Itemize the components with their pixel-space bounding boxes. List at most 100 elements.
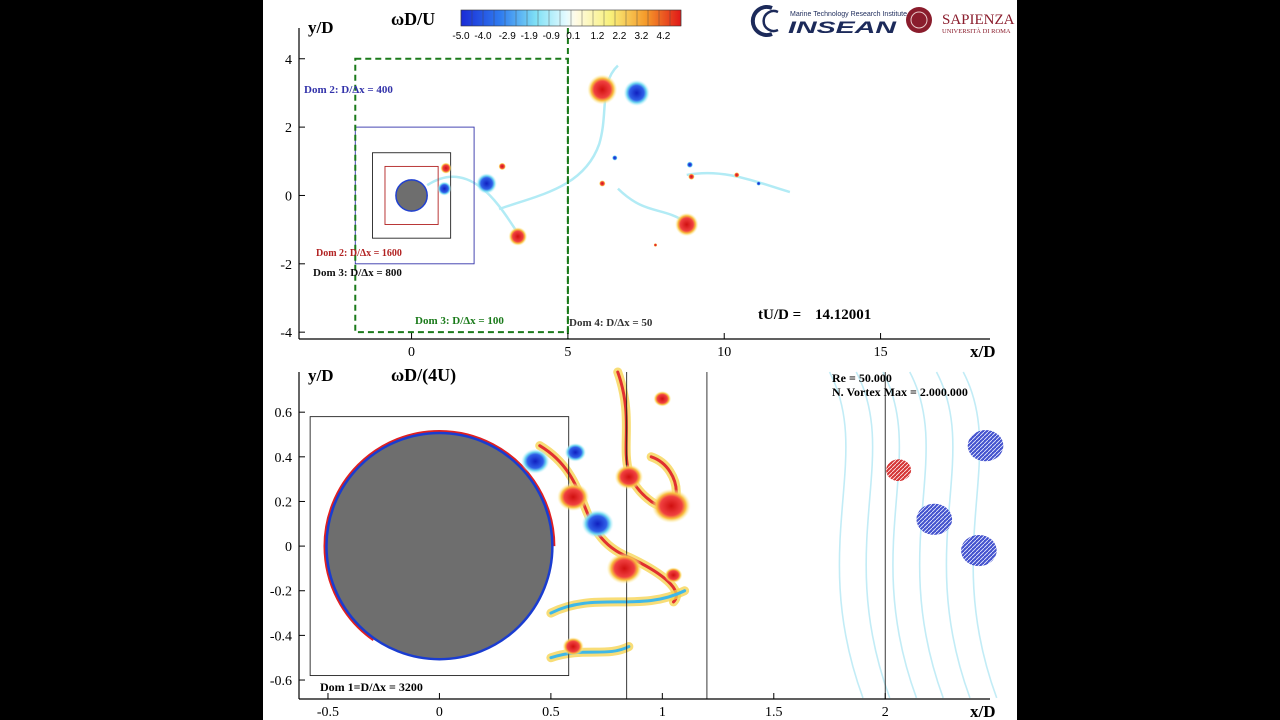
vortex-5	[587, 74, 618, 105]
vortex-3	[581, 509, 614, 538]
colorbar-ticks: -5.0 -4.0 -2.9 -1.9 -0.9 0.1 1.2 2.2 3.2 4.2	[452, 10, 682, 42]
dom3-100-label: Dom 3: D/Δx = 100	[415, 315, 504, 327]
domain-box-3	[354, 57, 569, 334]
y-tick-label: -0.4	[270, 629, 292, 644]
dom4-50-label: Dom 4: D/Δx = 50	[569, 317, 653, 329]
y-tick-label: 0.2	[275, 495, 293, 510]
vortex-1	[564, 442, 587, 462]
colorbar: -5.0 -4.0 -2.9 -1.9 -0.9 0.1 1.2 2.2 3.2 4.2	[452, 9, 682, 42]
vortex-9	[562, 637, 584, 656]
vortex-1	[437, 181, 452, 196]
vortex-2	[557, 482, 590, 512]
bottom-x-axis-label: x/D	[970, 702, 996, 720]
vortex-9	[674, 212, 699, 237]
insean-subtitle: Marine Technology Research Institute	[790, 11, 907, 18]
vortex-2	[476, 173, 497, 194]
x-tick-label: 0.5	[542, 705, 560, 720]
vortex-11	[916, 503, 953, 535]
far-field-streak	[855, 371, 891, 699]
top-panel: 0 5 10 15 4 2 0 -2 -4 -5.0 -4.0 -2.9 -1.9 -0.9 0.1 1.2…	[263, 0, 1017, 361]
sapienza-wordmark: SAPIENZA	[942, 12, 1015, 28]
time-label: tU/D =	[758, 307, 801, 323]
colorbar-tick-label: 3.2	[634, 31, 648, 42]
colorbar-tick-label: -1.9	[521, 31, 539, 42]
far-field-streak	[962, 371, 998, 699]
domain1-box	[309, 416, 570, 677]
far-field-streak	[828, 371, 864, 699]
vortex-0	[440, 162, 452, 174]
x-tick-label: 1.5	[765, 705, 783, 720]
cylinder-body	[325, 431, 554, 661]
colorbar-tick-label: -4.0	[474, 31, 492, 42]
insean-wordmark: INSEAN	[788, 18, 897, 37]
insean-logo-inner-arc	[762, 9, 779, 33]
vortex-7	[599, 180, 606, 187]
vortex-12	[961, 534, 997, 567]
domain-box-2	[372, 152, 452, 239]
colorbar-tick-label: -2.9	[499, 31, 517, 42]
x-tick-label: 1	[659, 705, 666, 720]
top-axes: 0 5 10 15 4 2 0 -2 -4	[280, 28, 990, 360]
insean-logo-arc	[750, 5, 773, 37]
insean-logo: Marine Technology Research Institute INS…	[750, 5, 907, 37]
colorbar-tick-label: -0.9	[543, 31, 561, 42]
top-panel-background	[263, 0, 1017, 360]
y-tick-label: -2	[280, 258, 292, 273]
y-tick-label: 0	[285, 540, 292, 555]
y-tick-label: 2	[285, 121, 292, 136]
dom3-800-label: Dom 3: D/Δx = 800	[313, 267, 402, 279]
vortex-14	[653, 243, 658, 247]
vortex-0	[521, 448, 550, 474]
bottom-plot-area	[309, 367, 1004, 699]
vortex-13	[756, 181, 761, 186]
vortex-10	[686, 161, 694, 168]
top-plot-area	[354, 57, 791, 334]
y-tick-label: 0	[285, 189, 292, 204]
x-tick-label: 0	[408, 345, 415, 360]
colorbar-tick-label: 4.2	[656, 31, 670, 42]
vortex-11	[688, 173, 695, 180]
sapienza-seal-ring	[910, 11, 928, 29]
x-tick-label: 2	[882, 705, 889, 720]
cylinder-boundary-red	[323, 429, 556, 663]
x-tick-label: 15	[874, 345, 888, 360]
vortex-8	[664, 567, 683, 583]
y-tick-label: -4	[280, 326, 292, 341]
vortex-4	[614, 464, 644, 490]
colorbar-tick-label: 1.2	[590, 31, 604, 42]
vortex-10	[886, 459, 912, 482]
top-chart-title: ωD/U	[391, 9, 435, 29]
wake-streak-core	[538, 444, 678, 604]
y-tick-label: -0.2	[270, 585, 292, 600]
bottom-chart-title: ωD/(4U)	[391, 365, 456, 386]
far-field-streak	[935, 371, 971, 699]
x-tick-label: 10	[717, 345, 731, 360]
x-tick-label: 0	[436, 705, 443, 720]
y-tick-label: 0.4	[275, 451, 293, 466]
reynolds-label: Re = 50.000	[832, 371, 892, 385]
dom2-400-label: Dom 2: D/Δx = 400	[304, 84, 393, 96]
domain-box-1	[384, 165, 439, 225]
bottom-axes: -0.5 0 0.5 1 1.5 2 0.6 0.4 0.2 0 -0.2 -0.4 -0.6	[270, 372, 990, 720]
bottom-panel: -0.5 0 0.5 1 1.5 2 0.6 0.4 0.2 0 -0.2 -0.4 -0.6 ωD/(…	[263, 360, 1017, 720]
cylinder-body	[395, 179, 428, 212]
vortex-6	[606, 552, 643, 585]
vortex-7	[653, 390, 672, 407]
wake-streak-core	[549, 589, 687, 615]
x-tick-label: -0.5	[317, 705, 339, 720]
vortex-13	[967, 430, 1004, 462]
dom1-label: Dom 1=D/Δx = 3200	[320, 680, 423, 694]
wake-streak-core	[549, 645, 631, 660]
vortex-4	[508, 227, 528, 246]
vortex-6	[623, 79, 650, 107]
vortex-5	[651, 488, 691, 524]
bottom-y-axis-label: y/D	[308, 366, 334, 385]
vortex-8	[611, 155, 618, 161]
sapienza-subtitle: UNIVERSITÀ DI ROMA	[942, 27, 1011, 35]
dom2-1600-label: Dom 2: D/Δx = 1600	[316, 248, 402, 259]
far-field-streak	[882, 371, 918, 699]
sapienza-logo: SAPIENZA UNIVERSITÀ DI ROMA	[906, 7, 1015, 35]
top-y-axis-label: y/D	[308, 18, 334, 37]
y-tick-label: 4	[285, 53, 292, 68]
